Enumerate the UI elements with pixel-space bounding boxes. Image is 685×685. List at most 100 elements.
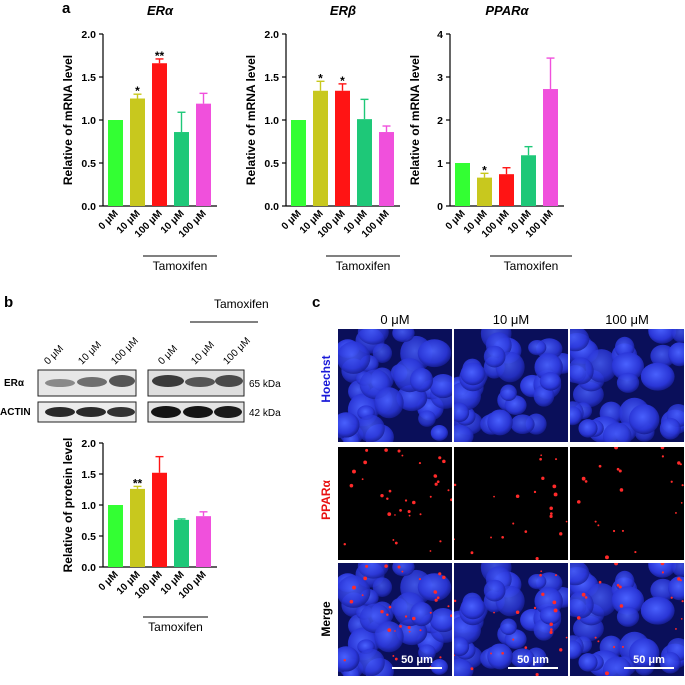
ppara-signal-dot — [394, 630, 396, 632]
nucleus — [671, 329, 684, 343]
nucleus — [487, 643, 513, 670]
ppara-signal-dot — [535, 673, 539, 676]
ppara-signal-dot — [553, 608, 558, 613]
ppara-signal-dot — [404, 499, 408, 502]
bar — [313, 90, 328, 206]
imaging-tile: 50 μm — [338, 563, 452, 676]
nucleus — [640, 362, 675, 391]
fluorescence-imaging: 0 μM 10 μM 100 μM Hoechst PPARα Merge 50… — [319, 312, 684, 676]
chart-title: ERβ — [330, 3, 356, 18]
nucleus — [659, 417, 681, 440]
ppara-signal-dot — [598, 464, 602, 468]
nucleus — [338, 575, 371, 608]
ppara-signal-dot — [352, 469, 356, 474]
y-axis-label: Relative of mRNA level — [61, 55, 75, 185]
ppara-signal-dot — [661, 571, 665, 574]
chart-era-mrna: ERα Relative of mRNA level 0.0 0.5 1.0 1.5 2.0… — [61, 3, 217, 273]
nucleus — [487, 409, 513, 436]
ppara-signal-dot — [429, 495, 432, 498]
ppara-signal-dot — [434, 598, 438, 602]
bar — [543, 89, 558, 206]
nucleus — [454, 402, 470, 423]
y-tick-label: 2.0 — [81, 29, 96, 41]
ppara-signal-dot — [470, 667, 474, 671]
scale-bar-label: 50 μm — [633, 654, 665, 666]
ppara-signal-dot — [380, 493, 384, 498]
ppara-signal-dot — [616, 467, 620, 471]
nucleus — [578, 653, 598, 672]
ppara-signal-dot — [549, 622, 553, 626]
ppara-signal-dot — [447, 489, 450, 492]
ppara-signal-dot — [594, 636, 597, 639]
imaging-tile: 50 μm — [454, 563, 568, 676]
ppara-signal-dot — [584, 596, 588, 599]
ppara-signal-dot — [555, 458, 558, 461]
ppara-signal-dot — [438, 572, 442, 576]
ppara-signal-dot — [616, 583, 620, 587]
ppara-signal-dot — [436, 596, 440, 600]
ppara-signal-dot — [490, 536, 492, 539]
nucleus — [460, 596, 486, 620]
blot-band — [45, 379, 75, 387]
ppara-signal-dot — [352, 585, 356, 590]
ppara-signal-dot — [493, 611, 495, 614]
ppara-signal-dot — [539, 457, 542, 461]
nucleus — [356, 648, 385, 676]
ppara-signal-dot — [454, 483, 457, 487]
ppara-signal-dot — [549, 512, 553, 515]
ppara-signal-dot — [442, 459, 446, 464]
nucleus — [611, 352, 645, 381]
y-axis-label: Relative of protein level — [61, 438, 75, 573]
ppara-signal-dot — [394, 541, 398, 545]
scale-bar-label: 50 μm — [401, 654, 433, 666]
nucleus — [585, 583, 618, 617]
y-tick-label: 1.5 — [81, 469, 96, 481]
nucleus — [417, 573, 452, 602]
ppara-signal-dot — [540, 570, 543, 573]
nucleus — [648, 563, 677, 578]
blot-treatment-label: Tamoxifen — [214, 297, 269, 311]
significance-marker: ** — [133, 476, 143, 490]
nucleus — [409, 601, 434, 627]
nucleus — [570, 406, 582, 426]
ppara-signal-dot — [515, 610, 520, 615]
ppara-signal-dot — [619, 604, 624, 608]
ppara-signal-dot — [597, 640, 600, 643]
nucleus — [570, 640, 582, 660]
ppara-signal-dot — [576, 500, 581, 504]
ppara-signal-dot — [418, 578, 422, 581]
imaging-column-label: 10 μM — [493, 312, 529, 327]
bar — [499, 174, 514, 206]
ppara-signal-dot — [581, 476, 586, 481]
blot-band — [183, 406, 213, 418]
y-tick-label: 1 — [437, 158, 443, 170]
ppara-signal-dot — [419, 629, 422, 632]
significance-marker: ** — [155, 49, 165, 63]
imaging-tile-grid: 50 μm 50 μm 50 μm — [338, 329, 684, 676]
ppara-signal-dot — [408, 630, 411, 633]
bar — [521, 155, 536, 206]
y-tick-label: 1.0 — [264, 115, 279, 127]
ppara-signal-dot — [559, 648, 563, 652]
ppara-signal-dot — [597, 524, 600, 527]
imaging-tile — [570, 329, 684, 442]
ppara-signal-dot — [384, 448, 388, 452]
ppara-signal-dot — [399, 509, 402, 512]
ppara-signal-dot — [549, 628, 553, 631]
ppara-signal-dot — [677, 461, 681, 465]
blot-lane-label: 0 μM — [156, 343, 180, 367]
ppara-signal-dot — [549, 630, 553, 634]
ppara-signal-dot — [412, 500, 416, 505]
nucleus — [356, 414, 385, 442]
ppara-signal-dot — [501, 535, 504, 539]
ppara-signal-dot — [387, 628, 392, 633]
ppara-signal-dot — [363, 576, 368, 581]
significance-marker: * — [482, 163, 487, 177]
ppara-signal-dot — [605, 555, 609, 560]
ppara-signal-dot — [493, 495, 495, 498]
ppara-signal-dot — [614, 447, 619, 450]
blot-band — [152, 375, 184, 387]
blot-band — [214, 406, 242, 418]
blot-band — [45, 407, 75, 417]
ppara-signal-dot — [621, 529, 625, 532]
